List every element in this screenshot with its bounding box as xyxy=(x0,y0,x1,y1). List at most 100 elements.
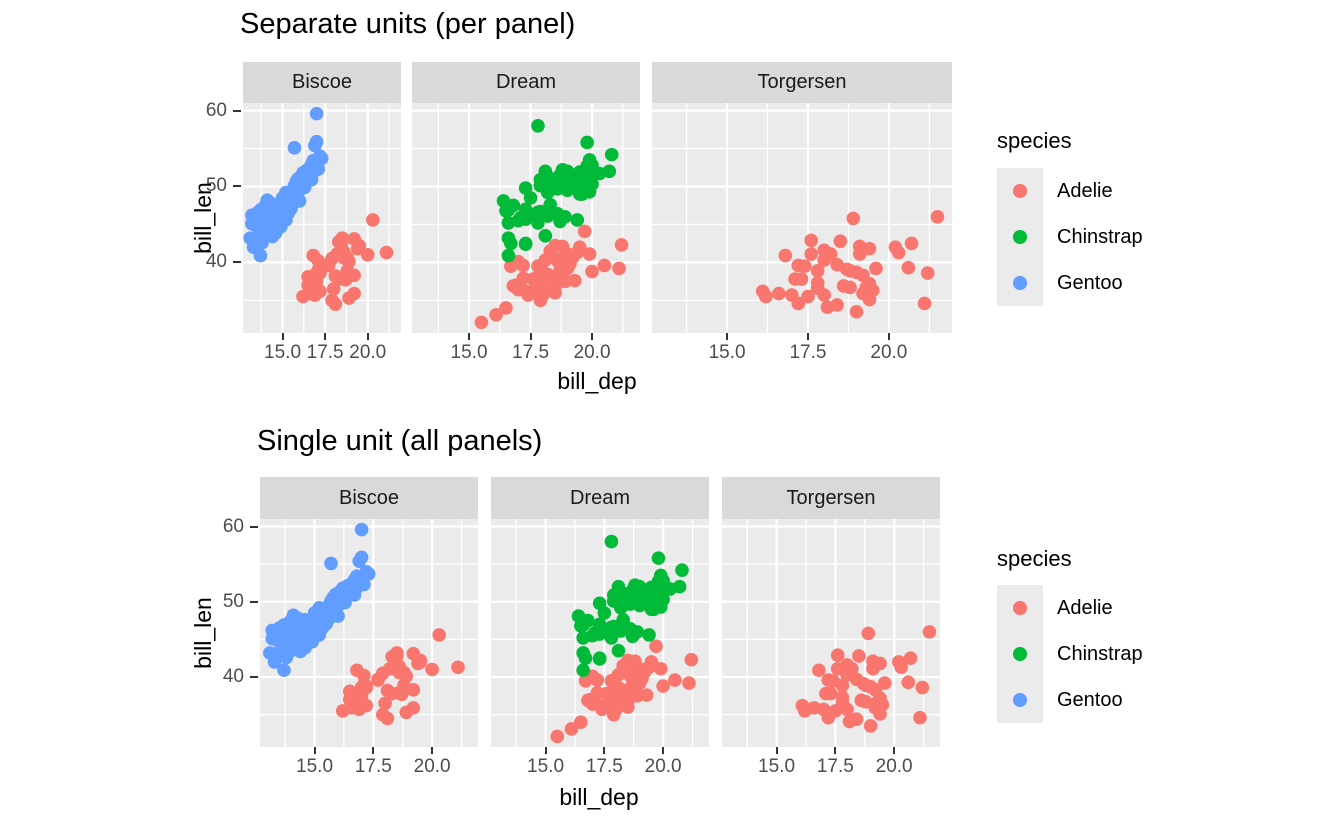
data-point xyxy=(863,719,878,733)
y-tick-label: 40 xyxy=(205,251,227,273)
data-point xyxy=(684,652,699,667)
data-point xyxy=(891,245,906,260)
legend-item-label: Adelie xyxy=(1057,179,1113,202)
data-point xyxy=(609,702,623,717)
x-tick-mark xyxy=(591,333,594,340)
data-point xyxy=(642,628,656,642)
data-point xyxy=(901,675,916,690)
data-point xyxy=(656,679,670,693)
data-point xyxy=(432,628,446,642)
facet-strip-label: Dream xyxy=(495,71,556,93)
data-point xyxy=(531,118,545,133)
data-point xyxy=(817,243,831,258)
data-point xyxy=(791,258,806,273)
data-point xyxy=(582,247,597,261)
data-point xyxy=(253,248,268,263)
legend-key xyxy=(997,260,1043,306)
data-point xyxy=(572,165,587,179)
data-point xyxy=(324,556,338,571)
data-point xyxy=(597,258,612,273)
x-tick-mark xyxy=(893,747,896,754)
data-point xyxy=(574,619,588,633)
data-point xyxy=(651,551,666,565)
data-point xyxy=(564,722,579,736)
facet-strip-label: Torgersen xyxy=(757,71,847,93)
data-point xyxy=(797,704,812,718)
data-point xyxy=(306,248,321,263)
data-point xyxy=(901,260,916,275)
x-tick-mark xyxy=(372,747,375,754)
x-tick-mark xyxy=(544,747,547,754)
plot-title-separate-units: Separate units (per panel) xyxy=(240,8,576,40)
data-point xyxy=(366,213,380,227)
data-point xyxy=(801,289,815,304)
facet-strip: Dream xyxy=(491,477,709,519)
data-point xyxy=(592,596,607,611)
data-point xyxy=(632,588,647,603)
data-point xyxy=(379,245,394,260)
data-point xyxy=(644,580,659,595)
data-point xyxy=(287,140,302,155)
data-point xyxy=(616,613,630,627)
data-point xyxy=(869,261,883,276)
data-point xyxy=(451,660,465,675)
data-point xyxy=(865,283,880,298)
plot-title-single-unit: Single unit (all panels) xyxy=(257,425,543,457)
legend-key xyxy=(997,677,1043,723)
data-point xyxy=(930,210,945,224)
data-point xyxy=(836,279,851,293)
legend-key-dot xyxy=(1013,184,1027,198)
data-point xyxy=(609,679,623,693)
data-point xyxy=(350,663,364,678)
data-point xyxy=(602,164,617,179)
data-point xyxy=(894,660,908,675)
data-point xyxy=(425,662,439,677)
data-point xyxy=(506,279,521,293)
data-point xyxy=(577,224,592,239)
x-tick-label: 15.0 xyxy=(264,342,302,363)
data-point xyxy=(538,229,553,243)
data-point xyxy=(602,690,616,705)
data-point xyxy=(359,698,374,713)
y-axis-title: bill_len xyxy=(190,597,216,669)
data-point xyxy=(406,646,421,661)
data-point xyxy=(859,678,873,693)
data-point xyxy=(361,567,376,581)
legend-title: species xyxy=(997,128,1072,153)
data-point xyxy=(540,182,555,197)
x-tick-label: 15.0 xyxy=(758,756,796,777)
data-point xyxy=(675,563,689,577)
data-point xyxy=(357,577,371,592)
legend-item-label: Gentoo xyxy=(1057,271,1123,294)
x-tick-label: 15.0 xyxy=(296,756,334,777)
x-tick-label: 17.5 xyxy=(512,342,550,363)
data-point xyxy=(830,298,844,312)
x-tick-label: 15.0 xyxy=(450,342,488,363)
x-tick-mark xyxy=(468,333,471,340)
y-tick-mark xyxy=(250,600,258,603)
data-point xyxy=(474,315,489,330)
data-point xyxy=(840,658,854,672)
facet-strip-label: Torgersen xyxy=(786,486,876,509)
data-point xyxy=(580,135,594,150)
x-tick-mark xyxy=(281,333,284,340)
y-tick-mark xyxy=(250,525,258,528)
data-point xyxy=(277,663,291,678)
y-tick-label: 60 xyxy=(222,515,244,537)
y-tick-mark xyxy=(233,261,241,264)
data-point xyxy=(516,271,530,286)
data-point xyxy=(637,665,652,680)
data-point xyxy=(592,651,607,666)
legend-key xyxy=(997,168,1043,214)
data-point xyxy=(672,579,687,594)
x-tick-label: 17.5 xyxy=(306,342,344,363)
data-point xyxy=(649,639,663,653)
data-point xyxy=(504,236,518,251)
data-point xyxy=(555,162,570,177)
data-point xyxy=(653,600,668,614)
data-point xyxy=(812,663,826,678)
data-point xyxy=(611,643,626,658)
data-point xyxy=(576,631,590,645)
data-point xyxy=(518,212,533,226)
data-point xyxy=(849,712,864,726)
